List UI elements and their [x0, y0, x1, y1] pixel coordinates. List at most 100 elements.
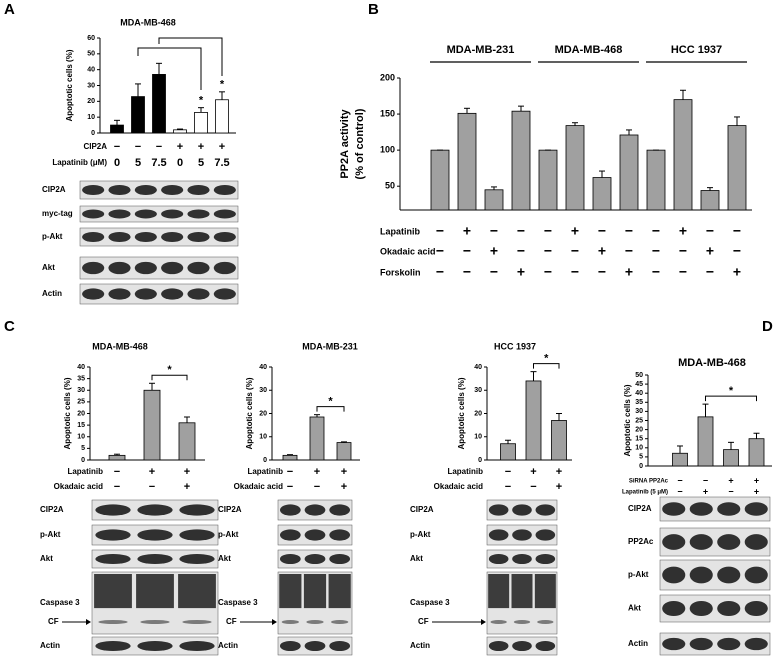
condition-sign: −: [571, 264, 579, 280]
blot-smear: [178, 574, 216, 609]
blot-band: [662, 637, 686, 651]
condition-sign: 0: [177, 157, 183, 169]
bar: [538, 149, 558, 211]
panel-letter: D: [762, 318, 773, 335]
y-tick-label: 5: [639, 454, 643, 461]
blot-label: p-Akt: [42, 232, 63, 241]
group-label: HCC 1937: [671, 44, 722, 56]
y-tick-label: 25: [635, 417, 643, 424]
blot-band: [108, 184, 131, 196]
condition-sign: −: [287, 466, 293, 478]
blot-label: p-Akt: [628, 570, 649, 579]
error-bar: [491, 186, 497, 190]
condition-sign: +: [728, 475, 733, 485]
condition-sign: +: [754, 475, 759, 485]
y-tick-label: 40: [635, 390, 643, 397]
bar: [131, 96, 145, 134]
blot-label: CIP2A: [218, 505, 242, 514]
blot-band: [137, 553, 173, 565]
blot-smear: [279, 574, 302, 609]
bracket: [705, 395, 757, 402]
bar: [110, 124, 124, 134]
error-bar: [556, 413, 562, 421]
blot-band: [535, 529, 556, 541]
y-tick-label: 0: [263, 457, 267, 464]
y-tick-label: 35: [77, 375, 85, 382]
blot-band: [134, 184, 157, 196]
condition-sign: −: [728, 486, 733, 496]
blot-band: [537, 620, 554, 624]
y-tick-label: 20: [474, 410, 482, 417]
blot-band: [717, 534, 741, 550]
blot-label: CIP2A: [42, 185, 66, 194]
error-bar: [114, 453, 120, 456]
blot-band: [179, 504, 215, 516]
marker-label: CF: [226, 617, 237, 626]
error-bar: [156, 62, 162, 75]
y-tick-label: 10: [635, 445, 643, 452]
error-bar: [626, 129, 632, 135]
condition-sign: −: [463, 264, 471, 280]
blot-band: [161, 184, 184, 196]
y-tick-label: 45: [635, 381, 643, 388]
blot-smear: [94, 574, 132, 609]
blot-band: [744, 534, 768, 550]
blot-label: Actin: [410, 641, 430, 650]
blot-label: myc-tag: [42, 209, 73, 218]
y-tick-label: 10: [259, 434, 267, 441]
blot-smear: [328, 574, 351, 609]
blot-label: p-Akt: [410, 530, 431, 539]
error-bar: [177, 128, 183, 130]
condition-sign: −: [114, 141, 120, 153]
error-bar: [680, 89, 686, 100]
condition-label: Lapatinib: [447, 467, 483, 476]
blot-label: Actin: [42, 289, 62, 298]
error-bar: [114, 119, 120, 126]
bar: [282, 454, 298, 461]
blot-band: [689, 502, 713, 516]
error-bar: [734, 116, 740, 126]
error-bar: [287, 454, 293, 456]
blot-band: [213, 184, 236, 196]
condition-sign: −: [314, 481, 320, 493]
y-tick-label: 0: [478, 457, 482, 464]
bar: [592, 177, 612, 211]
blot-band: [213, 288, 236, 300]
condition-label: Okadaic acid: [234, 482, 283, 491]
blot-band: [108, 288, 131, 300]
condition-sign: −: [544, 223, 552, 239]
condition-label: Lapatinib (5 μM): [622, 490, 668, 496]
condition-sign: −: [598, 264, 606, 280]
significance-star: *: [220, 79, 225, 91]
condition-sign: −: [733, 223, 741, 239]
blot-band: [134, 209, 157, 219]
y-axis-label: Apoptotic cells (%): [457, 377, 466, 449]
bracket: [158, 37, 223, 76]
panel-letter: A: [4, 1, 15, 18]
error-bar: [505, 439, 511, 444]
error-bar: [707, 187, 713, 191]
condition-sign: −: [544, 243, 552, 259]
condition-label: Lapatinib: [380, 226, 421, 236]
blot-band: [187, 261, 210, 275]
blot-band: [306, 620, 324, 624]
blot-band: [535, 504, 556, 516]
bar: [143, 389, 161, 461]
bar: [748, 438, 765, 467]
condition-sign: −: [677, 475, 682, 485]
condition-label: Forskolin: [380, 267, 421, 277]
blot-band: [689, 600, 713, 617]
condition-sign: +: [463, 223, 471, 239]
y-tick-label: 60: [87, 35, 95, 42]
marker-arrowhead: [481, 619, 486, 625]
condition-label: Lapatinib: [247, 467, 283, 476]
blot-band: [331, 620, 349, 624]
condition-sign: −: [679, 243, 687, 259]
blot-band: [179, 553, 215, 565]
blot-band: [662, 566, 686, 584]
blot-band: [137, 529, 173, 541]
error-bar: [702, 403, 709, 417]
y-tick-label: 40: [87, 67, 95, 74]
y-axis-label: PP2A activity: [339, 108, 351, 178]
error-bar: [518, 105, 524, 112]
